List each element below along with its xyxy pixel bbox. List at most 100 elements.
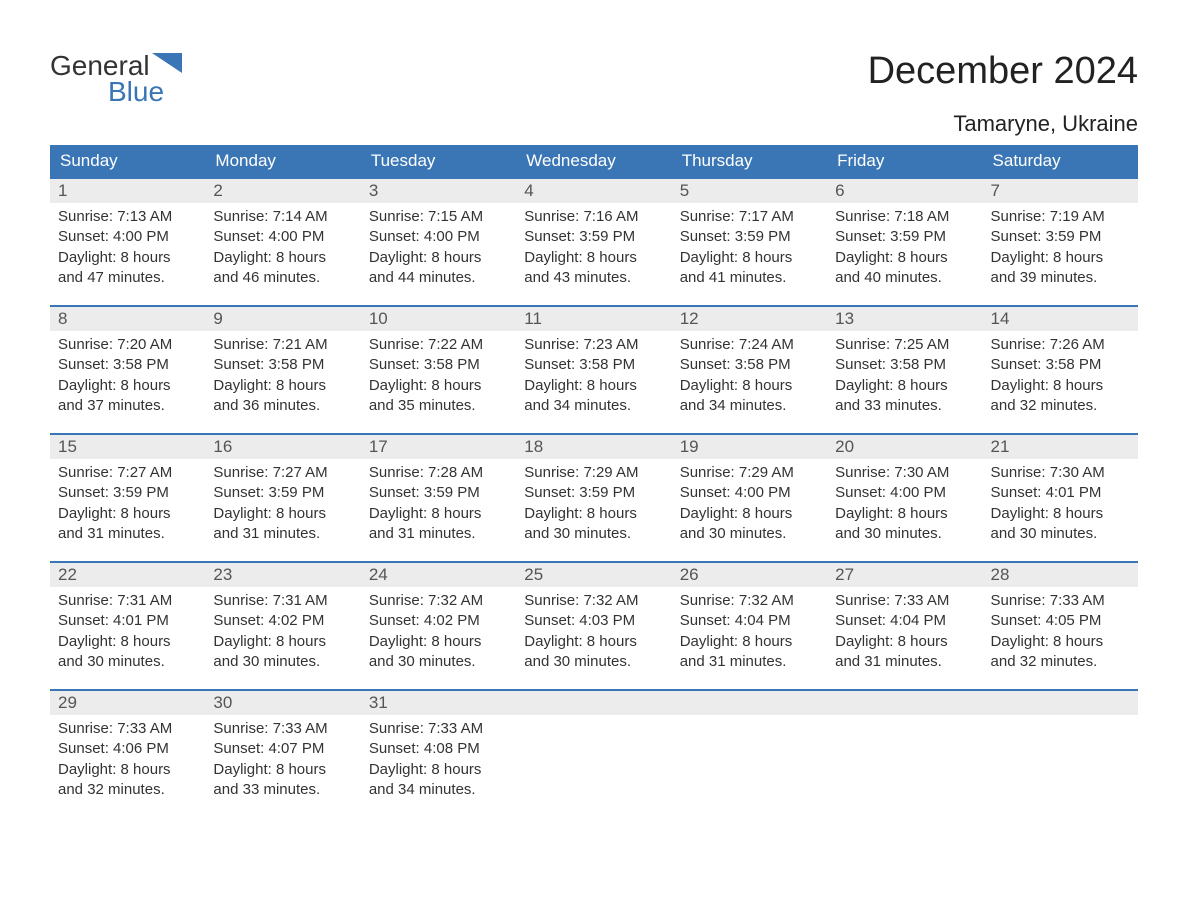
day-number-bar: 22 (50, 561, 205, 587)
calendar-day-cell: 27Sunrise: 7:33 AMSunset: 4:04 PMDayligh… (827, 561, 982, 689)
day-number-bar: 4 (516, 177, 671, 203)
header: General Blue December 2024 Tamaryne, Ukr… (50, 50, 1138, 137)
sunrise-line: Sunrise: 7:14 AM (213, 207, 352, 227)
day-content: Sunrise: 7:16 AMSunset: 3:59 PMDaylight:… (516, 203, 671, 292)
daylight-line-1: Daylight: 8 hours (991, 632, 1130, 652)
daylight-line-2: and 34 minutes. (369, 780, 508, 800)
sunset-line: Sunset: 3:58 PM (991, 355, 1130, 375)
day-number-bar: 25 (516, 561, 671, 587)
calendar-day-cell: 11Sunrise: 7:23 AMSunset: 3:58 PMDayligh… (516, 305, 671, 433)
sunrise-line: Sunrise: 7:32 AM (369, 591, 508, 611)
day-content: Sunrise: 7:13 AMSunset: 4:00 PMDaylight:… (50, 203, 205, 292)
sunrise-line: Sunrise: 7:22 AM (369, 335, 508, 355)
sunrise-line: Sunrise: 7:33 AM (369, 719, 508, 739)
calendar-day-cell: 6Sunrise: 7:18 AMSunset: 3:59 PMDaylight… (827, 177, 982, 305)
logo-text-blue: Blue (108, 76, 182, 108)
day-number-bar: 10 (361, 305, 516, 331)
daylight-line-2: and 32 minutes. (58, 780, 197, 800)
day-number-bar: 26 (672, 561, 827, 587)
sunset-line: Sunset: 3:59 PM (213, 483, 352, 503)
sunrise-line: Sunrise: 7:18 AM (835, 207, 974, 227)
daylight-line-1: Daylight: 8 hours (369, 760, 508, 780)
day-number-bar: 28 (983, 561, 1138, 587)
daylight-line-1: Daylight: 8 hours (991, 376, 1130, 396)
daylight-line-1: Daylight: 8 hours (369, 504, 508, 524)
calendar-day-cell: 12Sunrise: 7:24 AMSunset: 3:58 PMDayligh… (672, 305, 827, 433)
day-number-bar: 11 (516, 305, 671, 331)
day-number-bar: 13 (827, 305, 982, 331)
calendar-day-cell: 2Sunrise: 7:14 AMSunset: 4:00 PMDaylight… (205, 177, 360, 305)
day-content: Sunrise: 7:28 AMSunset: 3:59 PMDaylight:… (361, 459, 516, 548)
calendar-day-cell: 23Sunrise: 7:31 AMSunset: 4:02 PMDayligh… (205, 561, 360, 689)
sunrise-line: Sunrise: 7:31 AM (213, 591, 352, 611)
calendar-day-cell: 30Sunrise: 7:33 AMSunset: 4:07 PMDayligh… (205, 689, 360, 817)
sunrise-line: Sunrise: 7:29 AM (524, 463, 663, 483)
day-number-bar: 19 (672, 433, 827, 459)
daylight-line-2: and 46 minutes. (213, 268, 352, 288)
day-content: Sunrise: 7:27 AMSunset: 3:59 PMDaylight:… (205, 459, 360, 548)
daylight-line-1: Daylight: 8 hours (58, 632, 197, 652)
day-content: Sunrise: 7:32 AMSunset: 4:03 PMDaylight:… (516, 587, 671, 676)
sunrise-line: Sunrise: 7:17 AM (680, 207, 819, 227)
daylight-line-2: and 32 minutes. (991, 652, 1130, 672)
day-number-bar: 15 (50, 433, 205, 459)
sunset-line: Sunset: 3:59 PM (369, 483, 508, 503)
calendar-day-cell: 20Sunrise: 7:30 AMSunset: 4:00 PMDayligh… (827, 433, 982, 561)
sunset-line: Sunset: 4:04 PM (835, 611, 974, 631)
daylight-line-2: and 30 minutes. (524, 652, 663, 672)
calendar-day-cell: 24Sunrise: 7:32 AMSunset: 4:02 PMDayligh… (361, 561, 516, 689)
day-content: Sunrise: 7:29 AMSunset: 4:00 PMDaylight:… (672, 459, 827, 548)
calendar-day-cell: 10Sunrise: 7:22 AMSunset: 3:58 PMDayligh… (361, 305, 516, 433)
day-number-bar: 3 (361, 177, 516, 203)
sunset-line: Sunset: 4:01 PM (991, 483, 1130, 503)
day-number-bar: 14 (983, 305, 1138, 331)
weekday-header: Sunday (50, 145, 205, 177)
calendar-week-row: 1Sunrise: 7:13 AMSunset: 4:00 PMDaylight… (50, 177, 1138, 305)
weekday-header: Wednesday (516, 145, 671, 177)
sunset-line: Sunset: 4:06 PM (58, 739, 197, 759)
day-number-bar-empty (516, 689, 671, 715)
weekday-header: Saturday (983, 145, 1138, 177)
sunset-line: Sunset: 3:59 PM (835, 227, 974, 247)
daylight-line-2: and 34 minutes. (680, 396, 819, 416)
calendar-day-cell: 16Sunrise: 7:27 AMSunset: 3:59 PMDayligh… (205, 433, 360, 561)
day-number-bar: 12 (672, 305, 827, 331)
daylight-line-1: Daylight: 8 hours (58, 760, 197, 780)
calendar-day-cell: 21Sunrise: 7:30 AMSunset: 4:01 PMDayligh… (983, 433, 1138, 561)
calendar-week-row: 29Sunrise: 7:33 AMSunset: 4:06 PMDayligh… (50, 689, 1138, 817)
calendar-day-cell: 26Sunrise: 7:32 AMSunset: 4:04 PMDayligh… (672, 561, 827, 689)
weekday-header-row: Sunday Monday Tuesday Wednesday Thursday… (50, 145, 1138, 177)
sunset-line: Sunset: 3:58 PM (369, 355, 508, 375)
day-content: Sunrise: 7:27 AMSunset: 3:59 PMDaylight:… (50, 459, 205, 548)
calendar-body: 1Sunrise: 7:13 AMSunset: 4:00 PMDaylight… (50, 177, 1138, 817)
sunrise-line: Sunrise: 7:23 AM (524, 335, 663, 355)
sunrise-line: Sunrise: 7:24 AM (680, 335, 819, 355)
day-number-bar: 6 (827, 177, 982, 203)
sunrise-line: Sunrise: 7:25 AM (835, 335, 974, 355)
sunrise-line: Sunrise: 7:19 AM (991, 207, 1130, 227)
day-content: Sunrise: 7:33 AMSunset: 4:04 PMDaylight:… (827, 587, 982, 676)
day-content: Sunrise: 7:29 AMSunset: 3:59 PMDaylight:… (516, 459, 671, 548)
sunrise-line: Sunrise: 7:32 AM (524, 591, 663, 611)
sunrise-line: Sunrise: 7:30 AM (835, 463, 974, 483)
sunset-line: Sunset: 4:05 PM (991, 611, 1130, 631)
calendar-day-cell: 17Sunrise: 7:28 AMSunset: 3:59 PMDayligh… (361, 433, 516, 561)
daylight-line-1: Daylight: 8 hours (835, 376, 974, 396)
day-content: Sunrise: 7:30 AMSunset: 4:01 PMDaylight:… (983, 459, 1138, 548)
sunrise-line: Sunrise: 7:21 AM (213, 335, 352, 355)
daylight-line-2: and 31 minutes. (369, 524, 508, 544)
weekday-header: Monday (205, 145, 360, 177)
sunset-line: Sunset: 4:08 PM (369, 739, 508, 759)
day-content: Sunrise: 7:15 AMSunset: 4:00 PMDaylight:… (361, 203, 516, 292)
sunrise-line: Sunrise: 7:33 AM (835, 591, 974, 611)
calendar-day-cell: 7Sunrise: 7:19 AMSunset: 3:59 PMDaylight… (983, 177, 1138, 305)
weekday-header: Friday (827, 145, 982, 177)
daylight-line-2: and 43 minutes. (524, 268, 663, 288)
daylight-line-2: and 30 minutes. (991, 524, 1130, 544)
day-content: Sunrise: 7:14 AMSunset: 4:00 PMDaylight:… (205, 203, 360, 292)
daylight-line-1: Daylight: 8 hours (680, 632, 819, 652)
day-content: Sunrise: 7:33 AMSunset: 4:07 PMDaylight:… (205, 715, 360, 804)
logo: General Blue (50, 50, 182, 108)
day-number-bar: 16 (205, 433, 360, 459)
calendar-day-cell: 19Sunrise: 7:29 AMSunset: 4:00 PMDayligh… (672, 433, 827, 561)
